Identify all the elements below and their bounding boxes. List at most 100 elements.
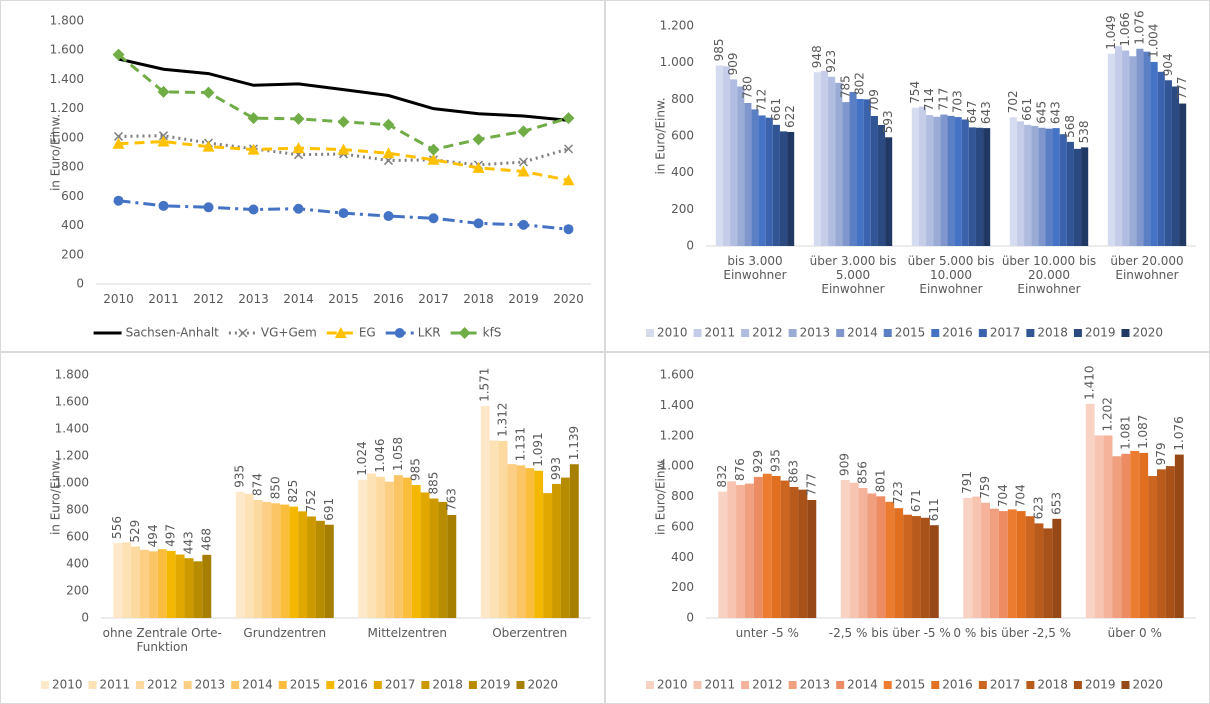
bar (718, 491, 728, 618)
series (112, 135, 575, 186)
data-label: 723 (891, 481, 905, 504)
bar (1103, 435, 1113, 618)
legend-label: 2019 (1085, 326, 1116, 340)
marker (202, 140, 215, 152)
bar (1043, 528, 1053, 618)
marker (383, 211, 394, 222)
y-axis-title: in Euro/Einw. (49, 458, 63, 535)
bar (1085, 403, 1095, 618)
y-tick-label: 0 (686, 239, 694, 253)
marker (382, 118, 395, 131)
bar (730, 79, 738, 246)
legend-item: 2010 (645, 678, 688, 692)
legend-label: 2012 (147, 678, 178, 692)
data-label: 904 (1161, 53, 1175, 76)
y-tick-label: 400 (671, 165, 694, 179)
legend-swatch (883, 681, 892, 689)
legend-label: 2020 (527, 678, 558, 692)
data-label: 712 (755, 89, 769, 112)
data-label: 909 (726, 52, 740, 75)
legend-item: 2019 (1073, 678, 1115, 692)
bar (298, 511, 308, 618)
marker (472, 161, 485, 173)
y-tick-label: 1.200 (660, 19, 694, 33)
bar (262, 501, 272, 618)
bar (157, 549, 167, 618)
y-tick-label: 0 (686, 611, 694, 625)
bar (1052, 128, 1060, 246)
bar (918, 106, 927, 247)
marker (113, 131, 124, 141)
bar (828, 76, 836, 247)
data-label: 1.410 (1083, 365, 1097, 399)
legend-label: 2018 (1037, 678, 1068, 692)
legend-label: 2010 (657, 678, 688, 692)
y-tick-label: 400 (61, 218, 84, 232)
bar (534, 470, 544, 618)
legend-label: 2019 (480, 678, 511, 692)
bar (911, 107, 919, 247)
bar (324, 524, 334, 618)
data-label: 863 (786, 460, 800, 483)
data-label: 1.066 (1118, 12, 1132, 46)
bar (569, 464, 579, 618)
bar (983, 128, 991, 246)
legend-swatch (741, 329, 750, 337)
y-axis-title: in Euro/Einw. (654, 458, 668, 535)
bar (933, 116, 941, 246)
marker (382, 147, 395, 159)
bar (753, 476, 763, 618)
bar (166, 550, 176, 618)
y-tick-label: 1.200 (55, 449, 89, 463)
panel: in Euro/Einw. 0 200 400 600 800 1.000 1.200 985 9… (605, 0, 1210, 352)
data-label: 1.076 (1132, 10, 1146, 44)
y-tick-label: 800 (66, 503, 89, 517)
legend: 2010 2011 2012 2013 2014 2015 2016 2017 2018 2019… (645, 678, 1163, 692)
legend-label: kfS (483, 326, 502, 340)
bar (1148, 475, 1158, 618)
bar (1073, 148, 1082, 246)
data-label: 704 (996, 484, 1010, 507)
bar (202, 554, 212, 618)
data-label: 497 (164, 524, 178, 547)
legend-item: 2012 (741, 326, 783, 340)
legend-swatch (931, 681, 940, 689)
x-tick-label: ohne Zentrale Orte-Funktion (102, 626, 222, 654)
legend-item: 2014 (836, 326, 878, 340)
legend-swatch (136, 681, 145, 689)
y-tick-label: 1.600 (660, 368, 694, 382)
x-tick-label: über 0 % (1107, 626, 1162, 640)
bar (758, 115, 766, 246)
data-label: 935 (233, 465, 247, 488)
legend-label: 2016 (942, 326, 973, 340)
bar (972, 496, 982, 618)
bar (543, 493, 553, 618)
data-label: 935 (769, 449, 783, 472)
data-label: 929 (751, 450, 765, 473)
marker (458, 327, 471, 339)
x-tick-label: 2010 (103, 292, 134, 306)
legend-label: 2011 (100, 678, 131, 692)
data-label: 1.131 (513, 427, 527, 461)
bar (1157, 71, 1165, 246)
data-label: 671 (909, 489, 923, 512)
data-label: 661 (769, 98, 783, 121)
bar (1164, 80, 1172, 247)
data-label: 1.004 (1147, 24, 1161, 58)
legend-label: 2014 (847, 678, 878, 692)
bar (1059, 134, 1067, 246)
bar (867, 493, 877, 618)
bar (552, 483, 561, 618)
data-label: 785 (838, 75, 852, 98)
bar (1016, 511, 1026, 618)
legend-swatch (978, 681, 987, 689)
bar (842, 102, 850, 246)
data-label: 885 (426, 472, 440, 495)
legend-label: 2012 (752, 326, 783, 340)
bar (772, 124, 780, 246)
bar (184, 558, 194, 618)
marker (517, 125, 530, 138)
marker (562, 174, 575, 186)
marker (247, 143, 260, 155)
